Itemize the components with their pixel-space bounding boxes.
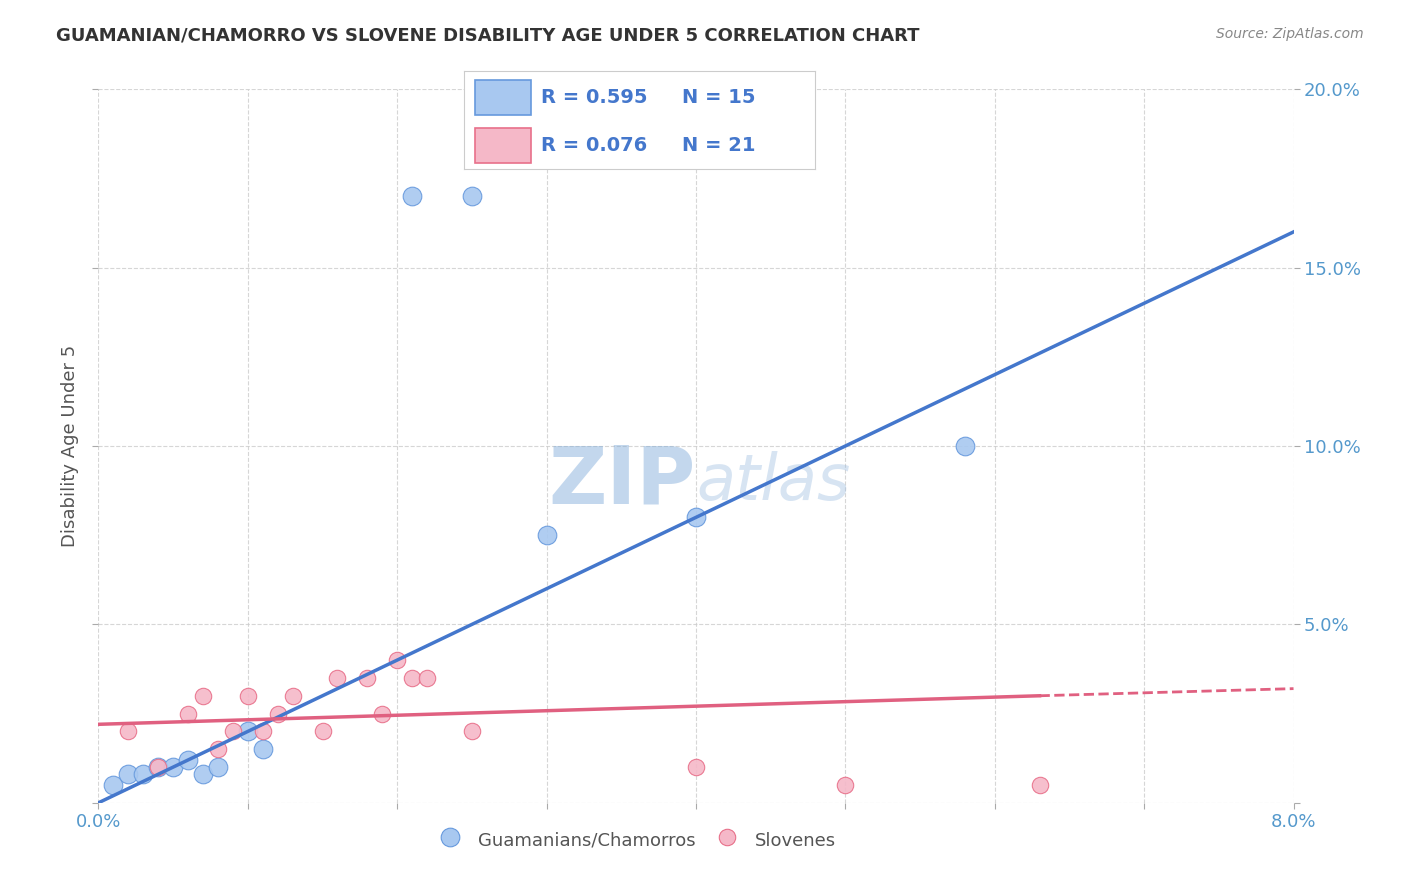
Point <box>222 724 245 739</box>
Text: atlas: atlas <box>696 450 851 513</box>
Text: Source: ZipAtlas.com: Source: ZipAtlas.com <box>1216 27 1364 41</box>
Point <box>207 760 229 774</box>
Point <box>401 671 423 685</box>
Point <box>685 760 707 774</box>
Legend: Guamanians/Chamorros, Slovenes: Guamanians/Chamorros, Slovenes <box>429 822 844 858</box>
Point <box>356 671 378 685</box>
Point <box>311 724 333 739</box>
Point <box>236 724 259 739</box>
Point <box>326 671 349 685</box>
Point <box>236 689 259 703</box>
Point <box>191 689 214 703</box>
Point <box>148 760 170 774</box>
Point <box>461 189 484 203</box>
Point <box>416 671 439 685</box>
Y-axis label: Disability Age Under 5: Disability Age Under 5 <box>60 345 79 547</box>
Text: N = 15: N = 15 <box>682 88 755 107</box>
Point <box>267 706 290 721</box>
Text: ZIP: ZIP <box>548 442 696 521</box>
Point <box>536 528 558 542</box>
Point <box>103 778 125 792</box>
Point <box>1028 778 1050 792</box>
Point <box>162 760 184 774</box>
Point <box>252 724 274 739</box>
Point <box>281 689 304 703</box>
Point <box>148 760 170 774</box>
Text: N = 21: N = 21 <box>682 136 755 155</box>
Point <box>117 767 139 781</box>
Point <box>207 742 229 756</box>
Point <box>177 706 200 721</box>
Point <box>117 724 139 739</box>
Point <box>685 510 707 524</box>
Text: GUAMANIAN/CHAMORRO VS SLOVENE DISABILITY AGE UNDER 5 CORRELATION CHART: GUAMANIAN/CHAMORRO VS SLOVENE DISABILITY… <box>56 27 920 45</box>
Point <box>461 724 484 739</box>
Point <box>371 706 394 721</box>
FancyBboxPatch shape <box>475 80 531 114</box>
Point <box>252 742 274 756</box>
Point <box>191 767 214 781</box>
Point <box>385 653 409 667</box>
Point <box>401 189 423 203</box>
FancyBboxPatch shape <box>475 128 531 162</box>
Point <box>834 778 856 792</box>
Point <box>177 753 200 767</box>
Text: R = 0.595: R = 0.595 <box>541 88 648 107</box>
Point <box>953 439 976 453</box>
Point <box>132 767 155 781</box>
Text: R = 0.076: R = 0.076 <box>541 136 648 155</box>
